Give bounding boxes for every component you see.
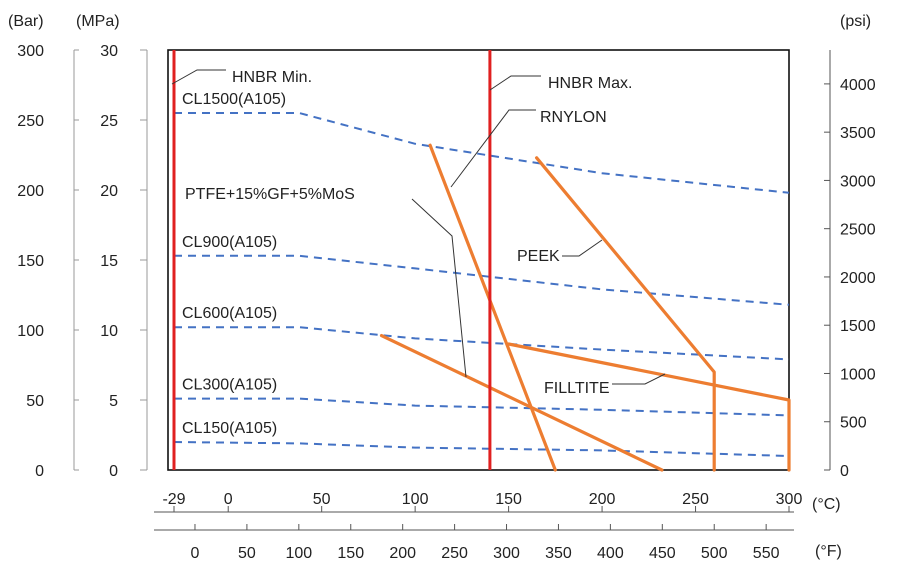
callout-label: FILLTITE xyxy=(544,380,610,397)
series-label: CL900(A105) xyxy=(182,234,277,251)
annotations-layer: CL1500(A105) CL900(A105) CL600(A105) CL300(… xyxy=(171,69,666,437)
mpa-tick-label: 25 xyxy=(100,113,118,130)
callout-label: HNBR Max. xyxy=(548,75,632,92)
callout-leader-line xyxy=(450,109,536,188)
fahrenheit-tick-label: 150 xyxy=(337,545,364,562)
fahrenheit-tick-label: 0 xyxy=(191,545,200,562)
bar-tick-label: 200 xyxy=(17,183,44,200)
mpa-tick-label: 15 xyxy=(100,253,118,270)
celsius-tick-label: 250 xyxy=(682,491,709,508)
psi-tick-label: 0 xyxy=(840,463,849,480)
psi-tick-label: 3000 xyxy=(840,173,876,190)
fahrenheit-unit-label: (°F) xyxy=(815,543,842,560)
celsius-tick-label: -29 xyxy=(162,491,185,508)
series-label: CL150(A105) xyxy=(182,420,277,437)
psi-tick-label: 1000 xyxy=(840,366,876,383)
callout-label: PEEK xyxy=(517,248,560,265)
fahrenheit-tick-label: 450 xyxy=(649,545,676,562)
mpa-tick-label: 20 xyxy=(100,183,118,200)
callout-leader-line xyxy=(562,239,603,257)
mpa-unit-label: (MPa) xyxy=(76,13,120,30)
fahrenheit-tick-label: 200 xyxy=(389,545,416,562)
fahrenheit-tick-label: 400 xyxy=(597,545,624,562)
celsius-tick-label: 50 xyxy=(313,491,331,508)
celsius-tick-label: 0 xyxy=(224,491,233,508)
psi-tick-label: 500 xyxy=(840,415,867,432)
series-line-cl300-a105 xyxy=(174,397,790,417)
plot-frame xyxy=(167,49,790,471)
series-layer xyxy=(173,112,791,472)
fahrenheit-tick-label: 550 xyxy=(753,545,780,562)
psi-tick-label: 4000 xyxy=(840,77,876,94)
fahrenheit-tick-label: 300 xyxy=(493,545,520,562)
callout-leader-line xyxy=(411,198,467,378)
bar-tick-label: 50 xyxy=(26,393,44,410)
callout-label: PTFE+15%GF+5%MoS xyxy=(185,186,355,203)
bar-tick-label: 300 xyxy=(17,43,44,60)
celsius-tick-label: 100 xyxy=(402,491,429,508)
mpa-tick-label: 0 xyxy=(109,463,118,480)
bar-unit-label: (Bar) xyxy=(8,13,44,30)
fahrenheit-tick-label: 250 xyxy=(441,545,468,562)
celsius-tick-label: 200 xyxy=(589,491,616,508)
series-line-cl150-a105 xyxy=(173,441,790,457)
series-line-peek xyxy=(534,156,716,472)
bar-tick-label: 150 xyxy=(17,253,44,270)
fahrenheit-tick-label: 100 xyxy=(285,545,312,562)
celsius-tick-label: 150 xyxy=(495,491,522,508)
axes-layer: 0510152025300501001502002503000500100015… xyxy=(17,43,875,562)
mpa-tick-label: 10 xyxy=(100,323,118,340)
vertical-lines-layer xyxy=(172,50,492,470)
series-line-cl1500-a105 xyxy=(174,112,790,194)
callout-label: RNYLON xyxy=(540,109,607,126)
psi-tick-label: 2500 xyxy=(840,222,876,239)
celsius-tick-label: 300 xyxy=(776,491,803,508)
celsius-unit-label: (°C) xyxy=(812,496,841,513)
series-line-filltite xyxy=(507,342,791,472)
bar-tick-label: 100 xyxy=(17,323,44,340)
callout-leader-line xyxy=(489,75,541,91)
series-line-rnylon xyxy=(428,143,557,472)
callout-label: HNBR Min. xyxy=(232,69,312,86)
series-line-ptfe-15-gf-5-mos xyxy=(379,334,664,472)
fahrenheit-tick-label: 350 xyxy=(545,545,572,562)
bar-tick-label: 0 xyxy=(35,463,44,480)
psi-unit-label: (psi) xyxy=(840,13,871,30)
series-label: CL600(A105) xyxy=(182,305,277,322)
callout-leader-line xyxy=(171,69,226,85)
psi-tick-label: 2000 xyxy=(840,270,876,287)
bar-tick-label: 250 xyxy=(17,113,44,130)
series-line-cl600-a105 xyxy=(174,326,790,361)
psi-tick-label: 3500 xyxy=(840,125,876,142)
psi-tick-label: 1500 xyxy=(840,318,876,335)
callout-leader-line xyxy=(612,373,666,385)
fahrenheit-tick-label: 50 xyxy=(238,545,256,562)
fahrenheit-tick-label: 500 xyxy=(701,545,728,562)
mpa-tick-label: 5 xyxy=(109,393,118,410)
series-line-cl900-a105 xyxy=(174,254,790,306)
series-label: CL300(A105) xyxy=(182,377,277,394)
mpa-tick-label: 30 xyxy=(100,43,118,60)
series-label: CL1500(A105) xyxy=(182,91,286,108)
